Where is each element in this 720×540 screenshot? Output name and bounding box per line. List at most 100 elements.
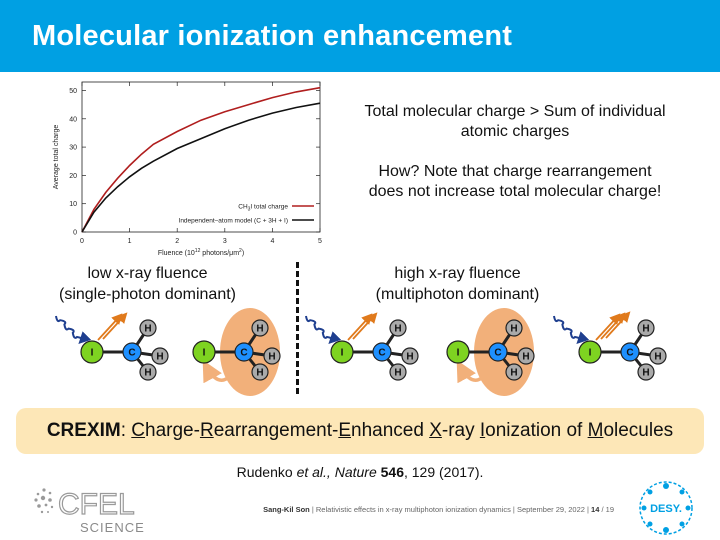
hydrogen-atom-icon-label: H (144, 368, 151, 379)
x-tick-label: 3 (223, 238, 227, 245)
iodine-atom-icon-circle (80, 340, 104, 364)
x-axis-label: Fluence (1012 photons/μm2) (158, 248, 244, 257)
crexim-banner: CREXIM: Charge-Rearrangement-Enhanced X-… (16, 408, 704, 454)
text-line-3: How? Note that charge rearrangement (378, 163, 652, 180)
hydrogen-atom-icon-label: H (642, 368, 649, 379)
charge-transfer-arrow-icon (456, 359, 486, 384)
text-line-2: atomic charges (460, 123, 570, 140)
hydrogen-atom-icon-circle (517, 347, 535, 365)
crexim-r4: -ray (441, 420, 480, 441)
hydrogen-atom-icon-circle (151, 347, 169, 365)
footer-author: Sang-Kil Son (263, 505, 310, 514)
footer-page-number: 14 (591, 505, 600, 514)
hydrogen-atom-icon-label: H (394, 324, 401, 335)
iodine-atom-icon-circle (578, 340, 602, 364)
crexim-u2: R (199, 420, 214, 441)
footer-text: | Relativistic effects in x-ray multipho… (311, 505, 589, 514)
y-tick-label: 40 (69, 116, 77, 123)
ref-etal: et al., (296, 464, 335, 480)
desy-logo: DESY. (639, 481, 693, 535)
crexim-u3: E (338, 420, 351, 441)
hydrogen-atom-icon-circle (637, 319, 655, 337)
footer: Sang-Kil Son | Relativistic effects in x… (263, 505, 614, 514)
hydrogen-atom-icon-circle (139, 319, 157, 337)
crexim-r5: onization of (485, 420, 588, 441)
hydrogen-atom-icon-label: H (144, 324, 151, 335)
carbon-atom-icon-label: C (626, 348, 633, 359)
x-tick-label: 5 (318, 238, 322, 245)
hydrogen-atom-icon-label: H (406, 352, 413, 363)
carbon-atom-icon-circle (122, 342, 142, 362)
series-line-2 (81, 102, 321, 233)
crexim-r2: earrangement- (213, 420, 339, 441)
carbon-atom-icon-circle (620, 342, 640, 362)
charge-transfer-arrow-icon (202, 359, 232, 384)
hydrogen-atom-icon-label: H (510, 324, 517, 335)
crexim-acronym: CREXIM (46, 420, 121, 441)
low-fluence-line-2: (single-photon dominant) (59, 286, 236, 303)
legend-entry-1: CH3I total charge (238, 204, 288, 213)
hydrogen-atom-icon-label: H (268, 352, 275, 363)
dashed-divider (296, 262, 299, 394)
iodine-atom-icon-label: I (91, 348, 94, 359)
hydrogen-atom-icon-circle (389, 363, 407, 381)
iodine-atom-icon-label: I (457, 348, 460, 359)
hydrogen-atom-icon-circle (263, 347, 281, 365)
cfel-logo: CFEL SCIENCE (34, 487, 145, 535)
slide-title: Molecular ionization enhancement (32, 20, 513, 52)
cfel-science: SCIENCE (80, 520, 145, 535)
title-bar: Molecular ionization enhancement (0, 0, 720, 72)
charge-chart: 0 1 2 3 4 5 0 10 20 30 40 50 Fluence (1012 photons/μ… (48, 78, 338, 258)
ref-authors: Rudenko (236, 464, 297, 480)
hydrogen-atom-icon-label: H (256, 324, 263, 335)
photoelectron-arrow-icon (102, 312, 128, 340)
y-tick-label: 50 (69, 88, 77, 95)
carbon-atom-icon-label: C (378, 348, 385, 359)
photoelectron-arrow-icon (347, 313, 373, 341)
carbon-atom-icon-circle (488, 342, 508, 362)
hydrogen-atom-icon-circle (505, 319, 523, 337)
photoelectron-arrow-icon (352, 312, 378, 340)
hydrogen-atom-icon-circle (389, 319, 407, 337)
ref-volume: 546 (380, 464, 404, 480)
hydrogen-atom-icon-label: H (394, 368, 401, 379)
ref-pages: , 129 (2017). (403, 464, 484, 480)
hydrogen-atom-icon-label: H (654, 352, 661, 363)
hydrogen-atom-icon-label: H (642, 324, 649, 335)
hydrogen-atom-icon-label: H (156, 352, 163, 363)
desy-wordmark: DESY. (650, 503, 682, 515)
carbon-atom-icon-circle (372, 342, 392, 362)
iodine-atom-icon-label: I (341, 348, 344, 359)
carbon-atom-icon-label: C (240, 348, 247, 359)
iodine-atom-icon-circle (192, 340, 216, 364)
y-tick-label: 10 (69, 201, 77, 208)
x-tick-label: 1 (128, 238, 132, 245)
hydrogen-atom-icon-label: H (510, 368, 517, 379)
crexim-r3: nhanced (351, 420, 430, 441)
y-axis-label: Average total charge (53, 125, 60, 190)
footer-page-total: / 19 (601, 505, 614, 514)
crexim-sep: : (120, 420, 132, 441)
iodine-atom-icon-circle (330, 340, 354, 364)
y-tick-label: 20 (69, 173, 77, 180)
y-tick-label: 30 (69, 145, 77, 152)
high-fluence-line-2: (multiphoton dominant) (375, 286, 540, 303)
text-line-1: Total molecular charge > Sum of individu… (364, 103, 666, 120)
low-fluence-line-1: low x-ray fluence (87, 265, 208, 282)
xray-wave-icon (553, 315, 590, 345)
text-line-4: does not increase total molecular charge… (368, 183, 662, 200)
low-fluence-label: low x-ray fluence (single-photon dominan… (30, 263, 265, 305)
crexim-u5: I (479, 420, 486, 441)
iodine-atom-icon-circle (446, 340, 470, 364)
high-fluence-line-1: high x-ray fluence (394, 265, 521, 282)
carbon-atom-icon-label: C (128, 348, 135, 359)
hydrogen-atom-icon-circle (139, 363, 157, 381)
hydrogen-atom-icon-circle (505, 363, 523, 381)
reference: Rudenko et al., Nature 546, 129 (2017). (0, 464, 720, 480)
